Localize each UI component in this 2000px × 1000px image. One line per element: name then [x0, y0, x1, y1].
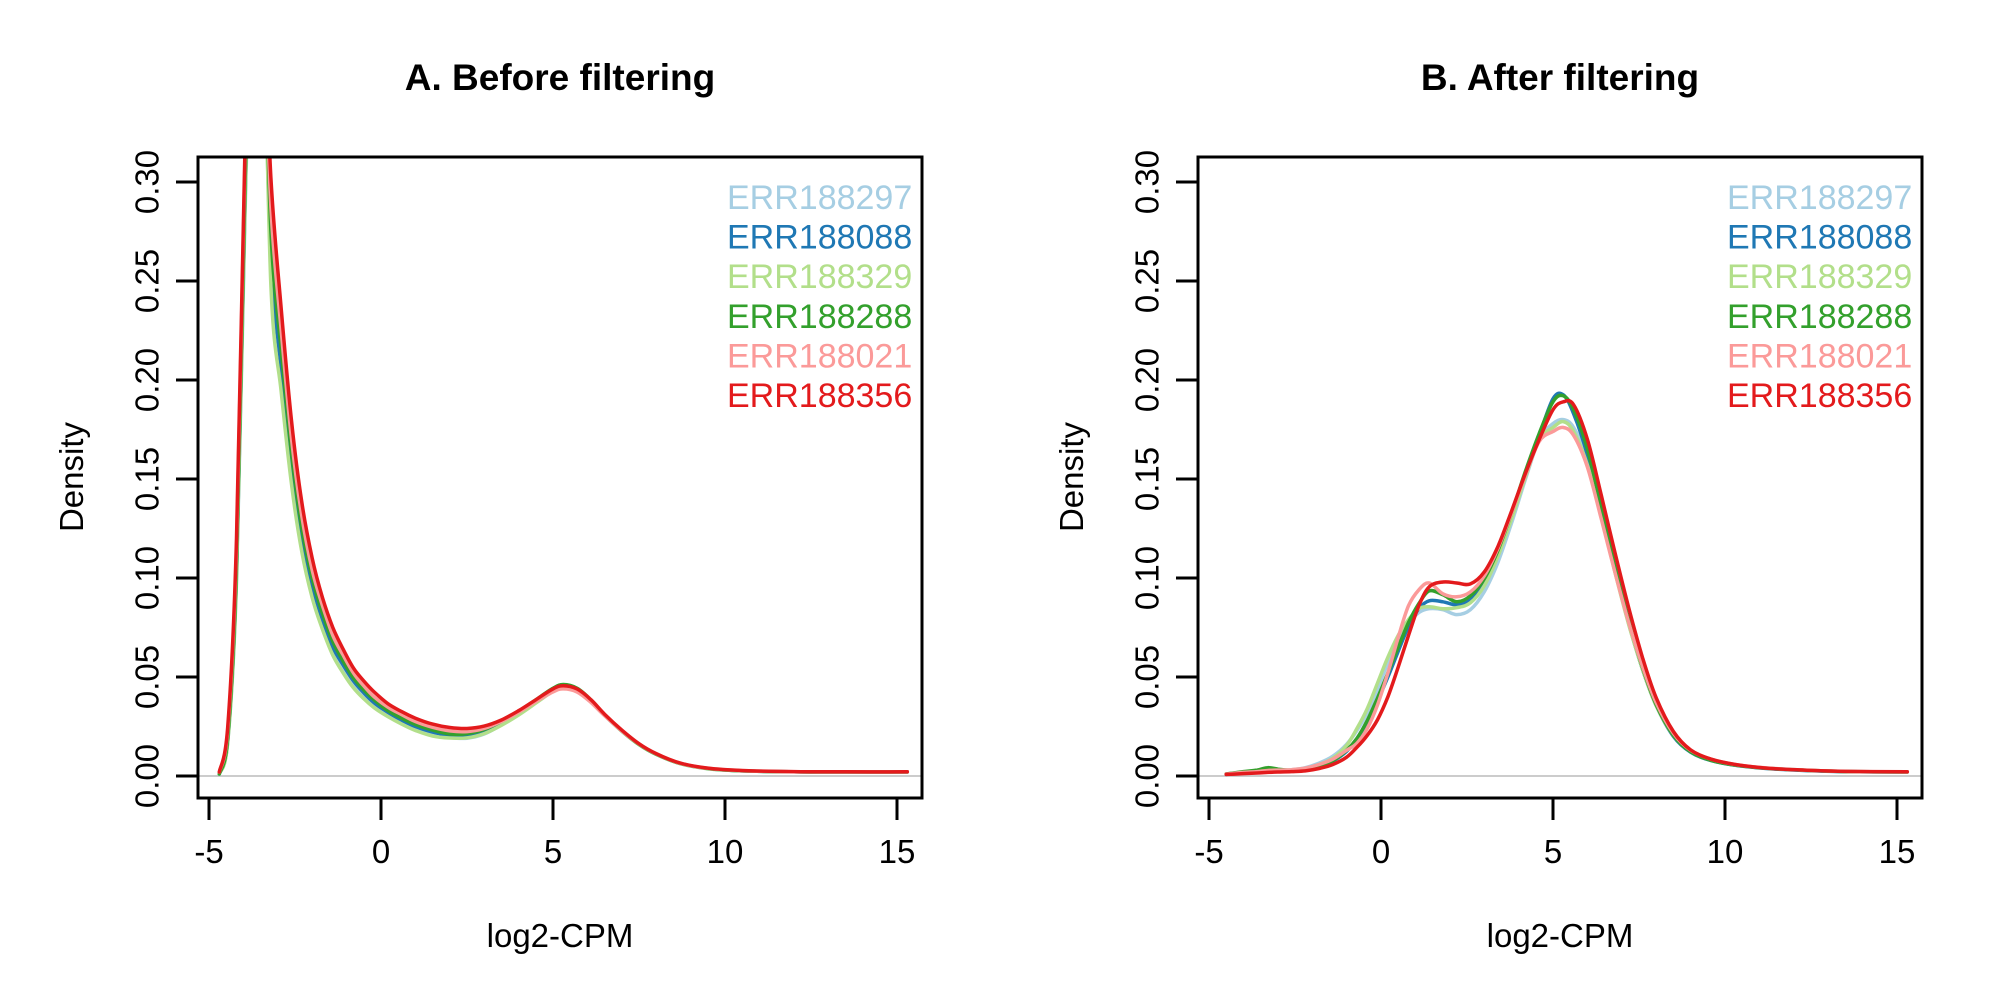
y-tick-label: 0.20 — [129, 348, 166, 412]
x-tick-label: -5 — [194, 833, 223, 870]
x-tick-label: 15 — [1879, 833, 1916, 870]
panel-b-x-axis-label: log2-CPM — [1486, 917, 1634, 954]
y-tick-label: 0.30 — [1129, 150, 1166, 214]
legend-label-ERR188297: ERR188297 — [727, 179, 912, 217]
x-tick-label: 5 — [544, 833, 562, 870]
y-tick-label: 0.00 — [1129, 744, 1166, 808]
density-plot-before: -5 0 5 10 15 0.00 0.05 0.10 0.15 0.20 0.25 0.30 ERR1… — [129, 150, 924, 870]
legend-label-ERR188021: ERR188021 — [1727, 337, 1912, 375]
density-curve-ERR188021 — [1224, 425, 1910, 776]
density-plot-after: -5 0 5 10 15 0.00 0.05 0.10 0.15 0.20 0.25 0.30 ERR1… — [1129, 150, 1924, 870]
density-curve-ERR188288 — [1224, 393, 1910, 776]
x-tick-label: 0 — [372, 833, 390, 870]
x-tick-label: 0 — [1372, 833, 1390, 870]
density-curve-ERR188356 — [1224, 398, 1910, 777]
y-tick-label: 0.30 — [129, 150, 166, 214]
legend-label-ERR188288: ERR188288 — [727, 298, 912, 336]
curves-group — [1224, 391, 1910, 777]
y-tick-label: 0.00 — [129, 744, 166, 808]
y-tick-label: 0.15 — [1129, 447, 1166, 511]
density-curve-ERR188297 — [1224, 417, 1910, 776]
y-tick-label: 0.05 — [1129, 645, 1166, 709]
y-tick-label: 0.25 — [1129, 249, 1166, 313]
y-tick-label: 0.20 — [1129, 348, 1166, 412]
legend-label-ERR188329: ERR188329 — [727, 258, 912, 296]
legend-label-ERR188021: ERR188021 — [727, 337, 912, 375]
legend-label-ERR188288: ERR188288 — [1727, 298, 1912, 336]
y-tick-label: 0.15 — [129, 447, 166, 511]
panel-b-title: B. After filtering — [1420, 57, 1700, 98]
legend-label-ERR188356: ERR188356 — [1727, 377, 1912, 415]
legend-label-ERR188356: ERR188356 — [727, 377, 912, 415]
x-tick-label: 15 — [879, 833, 916, 870]
y-tick-label: 0.05 — [129, 645, 166, 709]
panel-before-filtering: A. Before filtering Density -5 0 5 10 15 0.00… — [53, 57, 924, 954]
y-tick-label: 0.10 — [129, 546, 166, 610]
panel-a-title: A. Before filtering — [404, 57, 716, 98]
x-tick-label: 10 — [1707, 833, 1744, 870]
x-tick-label: 5 — [1544, 833, 1562, 870]
legend-label-ERR188088: ERR188088 — [1727, 219, 1912, 257]
density-curve-ERR188088 — [1224, 391, 1910, 777]
density-curve-ERR188329 — [1224, 419, 1910, 776]
panel-after-filtering: B. After filtering Density -5 0 5 10 15 0.00 0… — [1000, 0, 2000, 1000]
curves-group — [217, 157, 910, 776]
legend-label-ERR188329: ERR188329 — [1727, 258, 1912, 296]
legend-label-ERR188088: ERR188088 — [727, 219, 912, 257]
x-tick-label: 10 — [707, 833, 744, 870]
density-curve-ERR188356 — [217, 157, 910, 774]
panel-a-x-axis-label: log2-CPM — [486, 917, 634, 954]
y-tick-label: 0.25 — [129, 249, 166, 313]
legend-label-ERR188297: ERR188297 — [1727, 179, 1912, 217]
x-tick-label: -5 — [1194, 833, 1223, 870]
y-tick-label: 0.10 — [1129, 546, 1166, 610]
